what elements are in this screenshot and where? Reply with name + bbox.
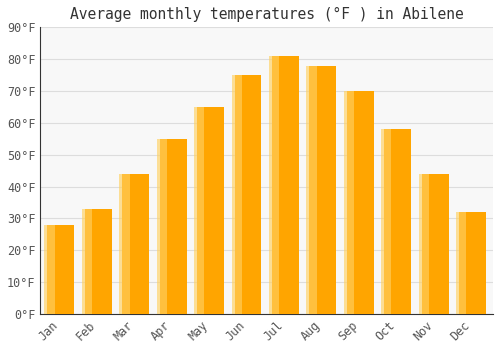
Bar [269, 56, 279, 314]
Bar [160, 139, 186, 314]
Bar [310, 65, 336, 314]
Bar [384, 129, 411, 314]
Bar [422, 174, 448, 314]
Bar [156, 139, 167, 314]
Bar [82, 209, 92, 314]
Title: Average monthly temperatures (°F ) in Abilene: Average monthly temperatures (°F ) in Ab… [70, 7, 464, 22]
Bar [122, 174, 149, 314]
Bar [272, 56, 299, 314]
Bar [232, 75, 242, 314]
Bar [456, 212, 466, 314]
Bar [120, 174, 130, 314]
Bar [194, 107, 204, 314]
Bar [381, 129, 392, 314]
Bar [85, 209, 112, 314]
Bar [459, 212, 486, 314]
Bar [344, 91, 354, 314]
Bar [306, 65, 316, 314]
Bar [347, 91, 374, 314]
Bar [234, 75, 262, 314]
Bar [48, 225, 74, 314]
Bar [197, 107, 224, 314]
Bar [44, 225, 54, 314]
Bar [418, 174, 429, 314]
